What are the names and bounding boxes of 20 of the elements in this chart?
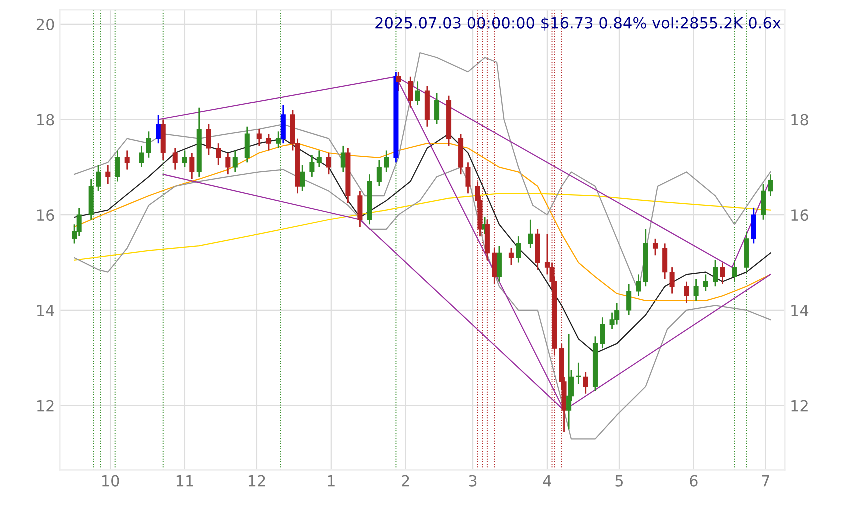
x-tick-label: 7 (762, 475, 770, 487)
y2-tick-label: 16 (792, 210, 808, 222)
x-tick-label: 1 (328, 475, 335, 487)
x-tick-label: 11 (176, 475, 194, 487)
x-tick-label: 10 (102, 475, 120, 487)
x-tick-label: 4 (543, 475, 552, 487)
y2-tick-label: 14 (792, 305, 809, 316)
y-tick-label: 16 (38, 210, 54, 222)
x-tick-label: 3 (469, 475, 477, 487)
chart-title: 2025.07.03 00:00:00 $16.73 0.84% vol:2855.2K 0.6x (376, 17, 781, 31)
y2-tick-label: 18 (792, 114, 808, 126)
y-tick-label: 20 (36, 18, 54, 30)
x-tick-label: 5 (616, 475, 624, 487)
x-tick-label: 2 (402, 475, 410, 487)
y-tick-label: 14 (38, 305, 54, 316)
y-tick-label: 18 (38, 114, 54, 126)
y-tick-label: 12 (38, 400, 54, 412)
x-tick-label: 12 (248, 475, 266, 487)
x-tick-label: 6 (690, 475, 698, 487)
y2-tick-label: 12 (792, 400, 808, 412)
